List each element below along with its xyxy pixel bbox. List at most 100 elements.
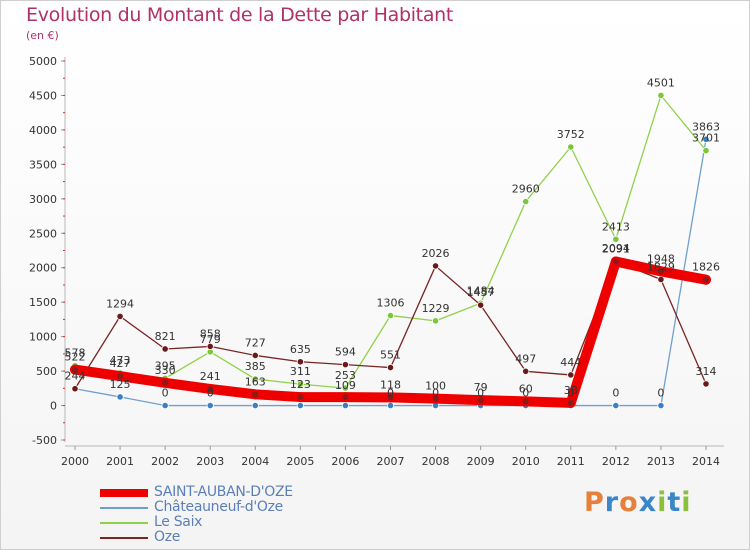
data-label: 100 <box>425 380 446 393</box>
data-label: 0 <box>387 387 394 400</box>
series-point <box>251 375 259 383</box>
data-label: 1948 <box>647 252 675 265</box>
x-tick-label: 2002 <box>151 455 179 468</box>
chart-title: Evolution du Montant de la Dette par Hab… <box>26 4 454 26</box>
data-label: 727 <box>245 336 266 349</box>
data-label: 314 <box>696 365 717 378</box>
data-label: 2094 <box>602 242 630 255</box>
series-point <box>386 401 395 410</box>
data-label: 79 <box>474 381 488 394</box>
logo-letter: x <box>638 487 658 518</box>
data-label: 0 <box>522 387 529 400</box>
y-tick-label: 2500 <box>29 227 57 240</box>
series-point <box>296 358 304 366</box>
series-point <box>702 146 710 155</box>
data-label: 2091 <box>602 242 630 255</box>
series-point <box>116 393 124 401</box>
series-point <box>431 262 440 270</box>
series-point <box>116 312 124 320</box>
series-point <box>205 383 216 394</box>
data-label: 0 <box>612 387 619 400</box>
series-point <box>296 380 304 388</box>
data-label: 3752 <box>557 128 585 141</box>
x-tick-label: 2010 <box>512 455 540 468</box>
series-point <box>251 351 259 360</box>
legend-label: SAINT-AUBAN-D'OZE <box>154 484 293 500</box>
data-label: 163 <box>245 375 266 388</box>
data-label: 253 <box>335 369 356 382</box>
data-label: 578 <box>65 347 86 360</box>
data-label: 0 <box>477 387 484 400</box>
series-point <box>430 393 441 404</box>
y-tick-label: 0 <box>50 400 57 413</box>
data-label: 0 <box>432 387 439 400</box>
data-label: 385 <box>245 360 266 373</box>
legend-item-saint-auban: SAINT-AUBAN-D'OZE <box>100 485 400 500</box>
data-label: 497 <box>515 352 536 365</box>
data-label: 311 <box>290 365 311 378</box>
series-point <box>341 361 350 369</box>
y-tick-label: 2000 <box>29 262 57 275</box>
x-tick-label: 2013 <box>647 455 675 468</box>
data-label: 0 <box>162 387 169 400</box>
series-point <box>71 385 79 393</box>
legend-swatch <box>100 507 148 509</box>
y-tick-label: 1000 <box>29 331 57 344</box>
series-point <box>206 401 214 410</box>
legend-item-chateauneuf: Châteauneuf-d'Oze <box>100 500 400 515</box>
series-point <box>702 135 710 143</box>
data-label: 125 <box>110 378 131 391</box>
y-tick-label: 3500 <box>29 158 57 171</box>
series-point <box>431 317 440 325</box>
proxiti-logo: Proxiti <box>584 487 692 518</box>
data-label: 594 <box>335 346 356 359</box>
legend: SAINT-AUBAN-D'OZE Châteauneuf-d'Oze Le S… <box>100 485 400 545</box>
x-tick-label: 2007 <box>377 455 405 468</box>
legend-item-oze: Oze <box>100 530 400 545</box>
data-label: 522 <box>65 351 86 364</box>
x-tick-label: 2011 <box>557 455 585 468</box>
data-label: 473 <box>110 354 131 367</box>
series-point <box>610 256 621 267</box>
logo-letter: r <box>604 487 620 518</box>
series-point <box>567 371 575 379</box>
series-point <box>612 235 620 243</box>
legend-label: Oze <box>154 529 181 545</box>
data-label: 1826 <box>692 261 720 274</box>
x-tick-label: 2009 <box>467 455 495 468</box>
series-point <box>657 275 665 284</box>
x-tick-label: 2008 <box>422 455 450 468</box>
series-point <box>341 401 350 410</box>
series-point <box>295 392 306 403</box>
data-label: 330 <box>155 364 176 377</box>
x-tick-label: 2014 <box>692 455 720 468</box>
logo-letter: i <box>681 487 692 518</box>
data-label: 779 <box>200 333 221 346</box>
data-label: 1457 <box>467 286 495 299</box>
series-point <box>475 395 486 406</box>
series-point <box>522 197 530 206</box>
data-label: 1294 <box>106 297 134 310</box>
series-point <box>206 342 214 351</box>
legend-label: Le Saix <box>154 514 203 530</box>
data-label: 395 <box>155 359 176 372</box>
series-point <box>341 384 350 392</box>
legend-label: Châteauneuf-d'Oze <box>154 499 283 515</box>
data-label: 444 <box>560 356 581 369</box>
series-point <box>567 143 575 151</box>
series-point <box>386 363 395 372</box>
x-tick-label: 2012 <box>602 455 630 468</box>
y-tick-label: 3000 <box>29 193 57 206</box>
data-label: 0 <box>207 387 214 400</box>
x-tick-label: 2000 <box>61 455 89 468</box>
legend-swatch <box>100 489 148 497</box>
logo-letter: t <box>667 487 682 518</box>
data-label: 0 <box>657 387 664 400</box>
data-label: 244 <box>65 370 86 383</box>
logo-letter: o <box>619 487 639 518</box>
data-label: 123 <box>290 378 311 391</box>
data-label: 635 <box>290 343 311 356</box>
data-label: 1229 <box>422 302 450 315</box>
